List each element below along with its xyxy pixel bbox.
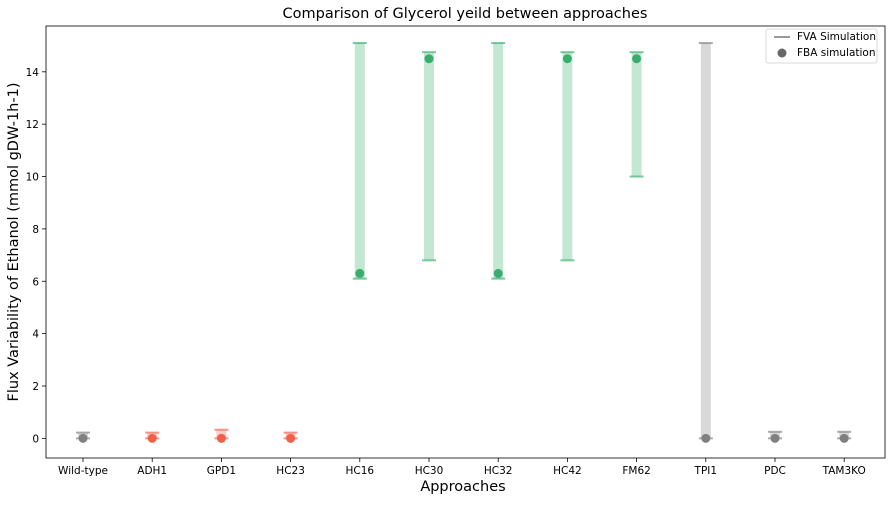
- legend-fba-dot-icon: [777, 48, 787, 58]
- y-tick-label-3: 6: [32, 276, 39, 288]
- fba-point-tam3ko: [839, 433, 849, 443]
- y-tick-label-5: 10: [26, 172, 39, 184]
- x-tick-label-hc16: HC16: [346, 465, 375, 477]
- fba-point-tpi1: [701, 433, 711, 443]
- x-tick-label-fm62: FM62: [622, 465, 650, 477]
- x-tick-label-gpd1: GPD1: [207, 465, 236, 477]
- chart-title: Comparison of Glycerol yeild between app…: [283, 6, 648, 22]
- fba-point-wild-type: [78, 433, 88, 443]
- x-tick-label-pdc: PDC: [764, 465, 786, 477]
- legend-label-fva: FVA Simulation: [797, 31, 876, 43]
- fba-point-hc16: [355, 268, 365, 278]
- plot-area: [45, 25, 886, 459]
- x-tick-label-hc42: HC42: [553, 465, 582, 477]
- plot-frame: [45, 25, 886, 459]
- x-tick-label-hc23: HC23: [276, 465, 305, 477]
- fba-point-pdc: [770, 433, 780, 443]
- fva-range-bar-fm62: [631, 52, 642, 177]
- legend: FVA Simulation FBA simulation: [765, 28, 878, 64]
- fba-point-hc32: [493, 268, 503, 278]
- fba-point-hc42: [562, 54, 572, 64]
- x-tick-label-adh1: ADH1: [137, 465, 167, 477]
- y-tick-label-6: 12: [26, 119, 39, 131]
- fva-range-group: [76, 42, 852, 440]
- x-axis-title: Approaches: [420, 479, 505, 495]
- x-tick-label-wild-type: Wild-type: [58, 465, 108, 477]
- y-tick-label-2: 4: [32, 329, 39, 341]
- x-tick-label-tam3ko: TAM3KO: [822, 465, 866, 477]
- legend-label-fba: FBA simulation: [797, 47, 876, 59]
- fva-range-bar-hc42: [562, 52, 573, 261]
- axis-group: Wild-type ADH1 GPD1 HC23 HC16 HC30 HC32 HC42 FM6…: [26, 67, 866, 477]
- fva-range-bar-hc30: [424, 52, 434, 261]
- fba-point-hc23: [286, 433, 296, 443]
- fba-point-fm62: [632, 54, 642, 64]
- x-tick-label-hc30: HC30: [415, 465, 444, 477]
- fba-point-hc30: [424, 54, 434, 64]
- x-tick-label-hc32: HC32: [484, 465, 513, 477]
- fba-point-gpd1: [216, 433, 226, 443]
- x-tick-label-tpi1: TPI1: [694, 465, 718, 477]
- fva-range-bar-hc16: [354, 43, 365, 279]
- y-tick-label-7: 14: [26, 67, 40, 79]
- legend-box: [765, 28, 878, 64]
- fva-range-bar-tpi1: [700, 43, 711, 439]
- y-tick-label-1: 2: [32, 381, 39, 393]
- fba-point-group: [78, 54, 849, 443]
- y-tick-label-4: 8: [32, 224, 39, 236]
- fba-point-adh1: [147, 433, 157, 443]
- y-tick-label-0: 0: [32, 433, 39, 445]
- fva-range-bar-hc32: [493, 43, 504, 279]
- y-axis-title: Flux Variability of Ethanol (mmol gDW-1h…: [6, 83, 22, 402]
